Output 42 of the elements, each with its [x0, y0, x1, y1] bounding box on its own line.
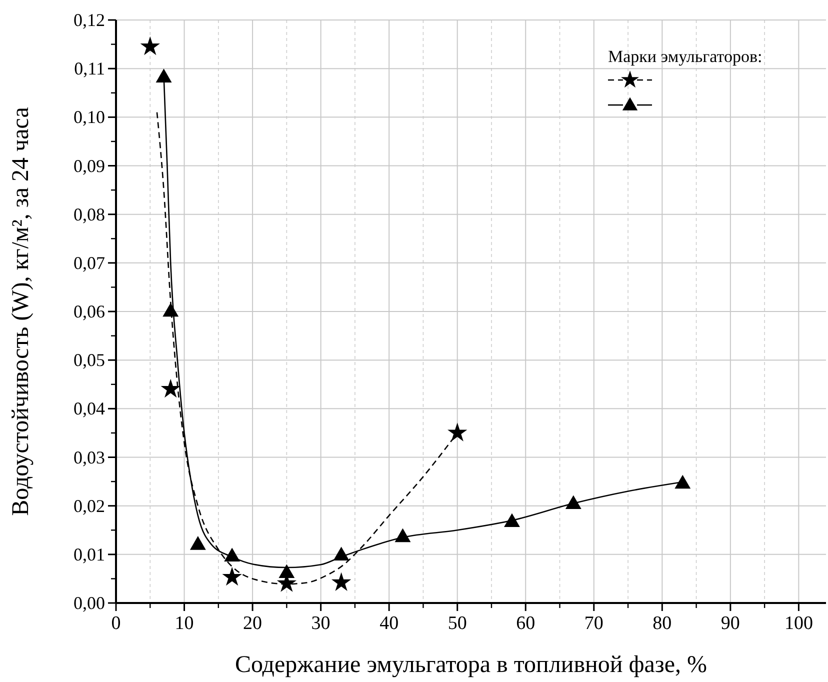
- y-tick-label: 0,06: [74, 302, 105, 322]
- y-tick-label: 0,08: [74, 204, 105, 224]
- x-axis-title: Содержание эмульгатора в топливной фазе, %: [234, 652, 708, 678]
- y-tick-label: 0,01: [74, 544, 105, 564]
- point: [160, 378, 180, 398]
- x-tick-label: 100: [784, 613, 813, 634]
- point: [190, 536, 206, 550]
- annotation: Марки эмульгаторов:: [608, 47, 762, 66]
- y-tick-label: 0,04: [74, 398, 105, 419]
- x-tick-label: 80: [652, 613, 672, 634]
- point: [140, 36, 160, 56]
- x-tick-label: 90: [720, 613, 740, 634]
- x-tick-label: 50: [448, 613, 467, 634]
- y-tick-label: 0,07: [74, 252, 105, 273]
- y-tick-label: 0,00: [74, 593, 105, 613]
- x-tick-label: 20: [243, 613, 262, 634]
- point: [504, 513, 520, 528]
- point: [394, 528, 411, 542]
- point: [156, 68, 172, 82]
- x-tick-label: 30: [311, 613, 330, 634]
- y-axis-title: Водоустойчивость (W), кг/м², за 24 часа: [8, 106, 34, 516]
- x-tick-label: 40: [380, 613, 399, 634]
- point: [224, 548, 240, 562]
- y-tick-label: 0,11: [74, 58, 105, 79]
- x-tick-label: 70: [584, 613, 604, 634]
- y-tick-label: 0,02: [74, 496, 105, 516]
- point: [448, 422, 468, 442]
- point: [162, 302, 179, 317]
- point: [333, 546, 350, 561]
- y-tick-label: 0,12: [74, 10, 105, 30]
- point: [278, 564, 295, 578]
- y-tick-label: 0,03: [74, 447, 105, 468]
- point: [565, 495, 582, 510]
- point: [674, 474, 691, 489]
- x-tick-label: 0: [111, 613, 121, 634]
- x-tick-label: 10: [174, 613, 194, 634]
- y-tick-label: 0,10: [74, 107, 105, 128]
- point: [222, 566, 242, 586]
- y-tick-label: 0,09: [74, 156, 105, 176]
- point: [331, 572, 352, 591]
- y-tick-label: 0,05: [74, 350, 105, 370]
- x-tick-label: 60: [516, 613, 536, 634]
